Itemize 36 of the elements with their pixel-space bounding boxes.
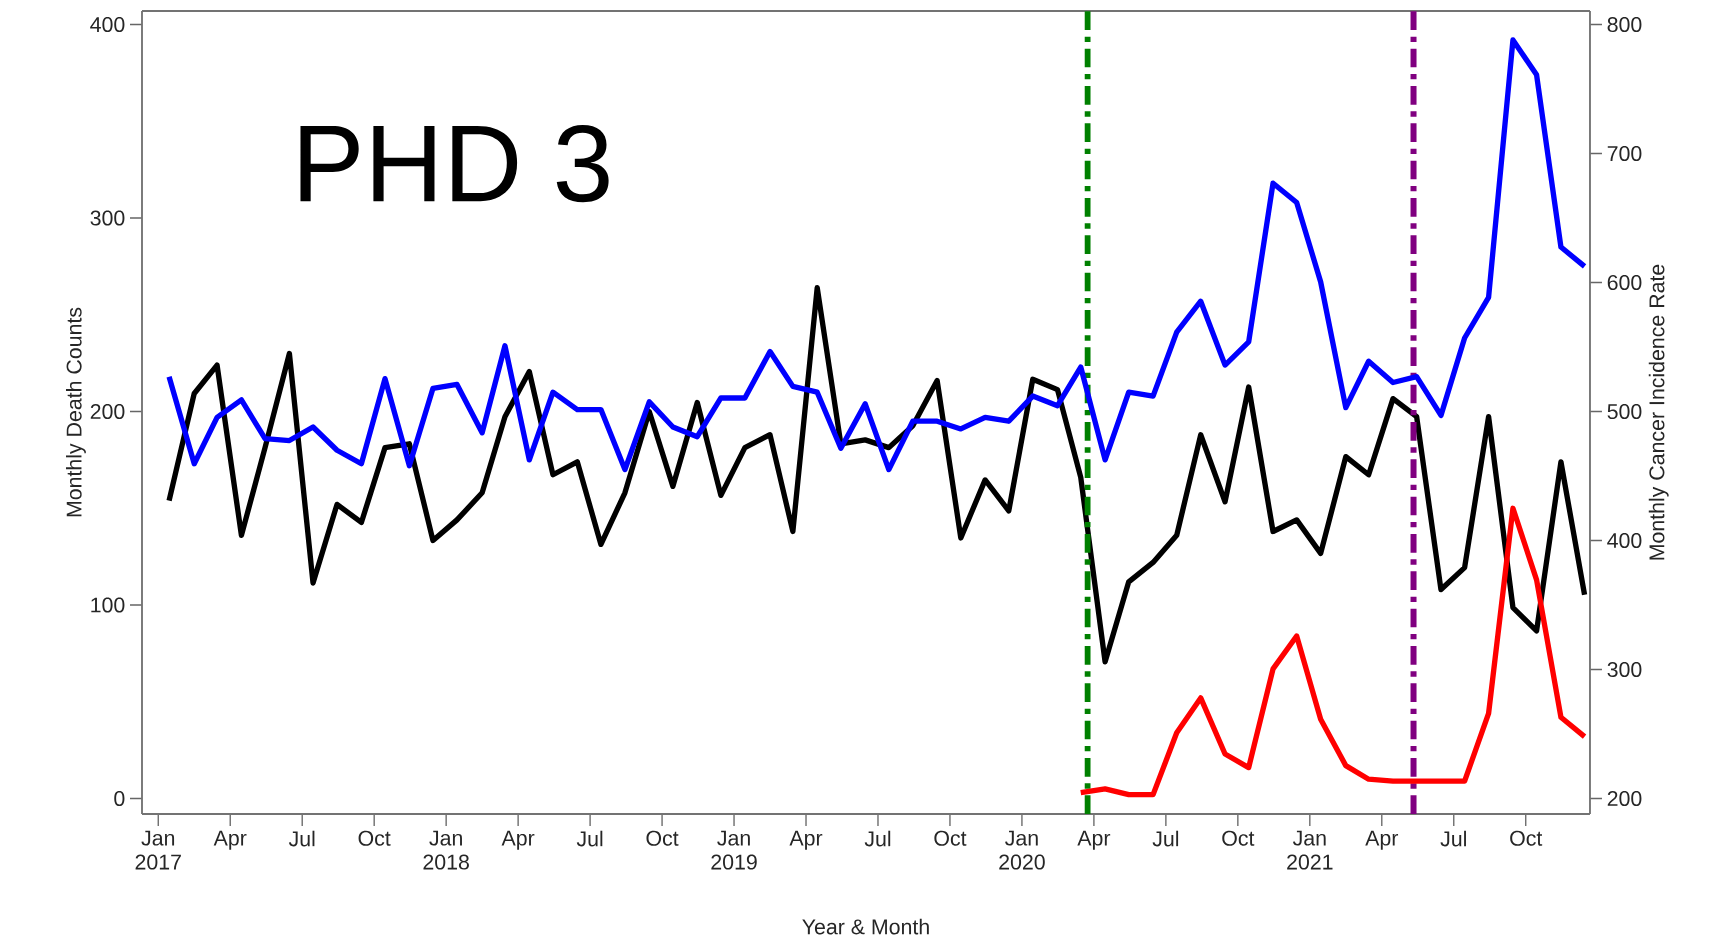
y2-axis-title: Monthly Cancer Incidence Rate [1648,264,1669,560]
y2-tick-label: 300 [1607,661,1642,678]
x-tick-label: Jan 2021 [1287,830,1333,870]
y-tick-label: 200 [90,403,125,420]
x-tick-label: Jan 2020 [999,830,1045,870]
x-tick-label: Oct [934,830,967,846]
x-tick-label: Oct [646,830,679,846]
x-axis-title: Year & Month [802,918,929,935]
x-tick-label: Jan 2018 [423,830,469,870]
y-tick-label: 100 [91,597,125,613]
y2-tick-label: 700 [1607,145,1642,162]
x-tick-label: Jan 2017 [135,830,181,870]
x-tick-label: Jul [1440,830,1466,847]
y-axis-title: Monthly Death Counts [65,307,86,517]
x-tick-label: Apr [213,830,247,850]
y-tick-label: 0 [114,790,125,807]
x-tick-label: Oct [358,830,391,846]
x-tick-label: Apr [789,830,823,850]
y-tick-label: 400 [90,16,125,33]
annotation: PHD 3 [300,124,609,203]
x-tick-label: Jul [1152,830,1179,847]
y2-tick-label: 200 [1607,790,1642,807]
y-tick-label: 300 [90,210,125,226]
x-tick-label: Jan 2019 [711,830,757,870]
x-tick-label: Apr [1365,830,1399,850]
x-tick-label: Jul [288,830,315,847]
x-tick-label: Apr [501,830,535,850]
x-tick-label: Jul [864,830,891,847]
y2-tick-label: 400 [1607,532,1642,549]
x-tick-label: Jul [576,830,603,847]
y2-tick-label: 800 [1607,16,1642,33]
y2-tick-label: 600 [1607,274,1642,291]
x-tick-label: Oct [1510,830,1543,846]
x-tick-label: Apr [1077,830,1111,850]
y2-tick-label: 500 [1607,403,1642,420]
x-tick-label: Oct [1222,830,1255,846]
